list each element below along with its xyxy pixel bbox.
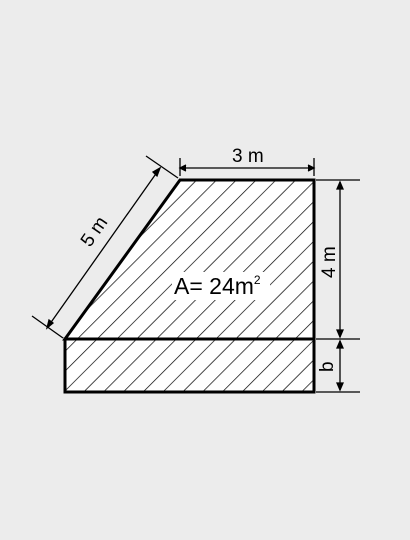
top-width-label: 3 m	[232, 146, 264, 167]
lower-rectangle-b	[63, 337, 316, 394]
b-label: b	[317, 361, 338, 372]
area-label-bg	[172, 272, 270, 300]
height-dimension	[316, 179, 360, 340]
slant-dimension	[31, 155, 179, 339]
slant-label: 5 m	[77, 213, 112, 251]
area-label: A= 24m2	[174, 273, 261, 299]
height-label: 4 m	[319, 246, 340, 278]
b-dimension	[316, 339, 360, 393]
upper-trapezoid	[62, 178, 316, 341]
top-dimension	[178, 158, 316, 176]
